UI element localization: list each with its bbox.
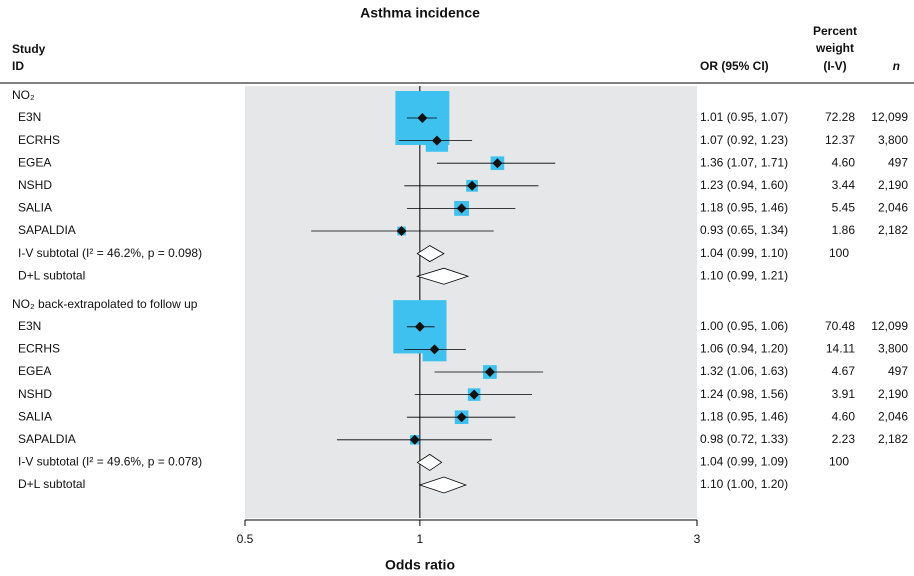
weight-label: 72.28	[825, 110, 855, 124]
row-label: EGEA	[18, 364, 51, 378]
point-estimate	[429, 344, 440, 355]
row-label: SAPALDIA	[18, 223, 76, 237]
weight-label: 3.91	[832, 387, 856, 401]
weight-label: 4.67	[832, 364, 856, 378]
weight-label: 4.60	[832, 409, 856, 423]
subtotal-diamond	[415, 267, 470, 285]
header: Percent	[813, 24, 857, 38]
x-tick-label: 0.5	[237, 532, 254, 546]
point-estimate	[456, 203, 467, 214]
point-estimate	[414, 321, 425, 332]
row-label: ECRHS	[18, 342, 60, 356]
row-label: EGEA	[18, 155, 51, 169]
subtotal-diamond	[416, 245, 445, 263]
group-label: NO₂	[12, 88, 35, 102]
header: OR (95% CI)	[700, 59, 769, 73]
row-label: NSHD	[18, 178, 52, 192]
x-tick-label: 1	[417, 532, 424, 546]
ci-label: 1.32 (1.06, 1.63)	[700, 364, 788, 378]
n-label: 12,099	[871, 110, 908, 124]
row-label: SALIA	[18, 201, 52, 215]
ci-label: 1.36 (1.07, 1.71)	[700, 155, 788, 169]
point-estimate	[469, 389, 480, 400]
ci-label: 1.06 (0.94, 1.20)	[700, 342, 788, 356]
n-label: 12,099	[871, 319, 908, 333]
point-estimate	[409, 434, 420, 445]
header: weight	[815, 41, 854, 55]
n-label: 2,046	[878, 409, 908, 423]
point-estimate	[492, 158, 503, 169]
ci-label: 1.24 (0.98, 1.56)	[700, 387, 788, 401]
n-label: 3,800	[878, 342, 908, 356]
weight-label: 2.23	[832, 432, 856, 446]
row-label: D+L subtotal	[18, 477, 85, 491]
weight-label: 14.11	[826, 342, 855, 356]
n-label: 2,190	[878, 387, 908, 401]
row-label: E3N	[18, 319, 41, 333]
n-label: 2,182	[878, 223, 908, 237]
x-tick-label: 3	[694, 532, 701, 546]
row-label: E3N	[18, 110, 41, 124]
ci-label: 1.23 (0.94, 1.60)	[700, 178, 788, 192]
chart-title: Asthma incidence	[360, 5, 480, 21]
n-label: 2,046	[878, 201, 908, 215]
row-label: SALIA	[18, 409, 52, 423]
ci-label: 1.00 (0.95, 1.06)	[700, 319, 788, 333]
point-estimate	[431, 135, 442, 146]
ci-label: 0.98 (0.72, 1.33)	[700, 432, 788, 446]
ci-label: 0.93 (0.65, 1.34)	[700, 223, 788, 237]
ci-label: 1.18 (0.95, 1.46)	[700, 201, 788, 215]
point-estimate	[417, 113, 428, 123]
ci-label: 1.18 (0.95, 1.46)	[700, 409, 788, 423]
header: n	[893, 59, 900, 73]
subtotal-diamond	[418, 476, 468, 494]
weight-label: 3.44	[832, 178, 856, 192]
header: (I-V)	[823, 59, 846, 73]
weight-label: 12.37	[825, 133, 855, 147]
weight-label: 5.45	[832, 201, 856, 215]
point-estimate	[396, 226, 407, 236]
row-label: SAPALDIA	[18, 432, 76, 446]
n-label: 497	[888, 155, 908, 169]
point-estimate	[484, 367, 495, 377]
header: Study	[12, 42, 46, 56]
n-label: 2,182	[878, 432, 908, 446]
row-label: I-V subtotal (I² = 49.6%, p = 0.078)	[18, 455, 202, 469]
row-label: NSHD	[18, 387, 52, 401]
header: ID	[12, 59, 24, 73]
row-label: I-V subtotal (I² = 46.2%, p = 0.098)	[18, 246, 202, 260]
n-label: 3,800	[878, 133, 908, 147]
subtotal-diamond	[416, 453, 443, 471]
weight-label: 1.86	[832, 223, 856, 237]
ci-label: 1.01 (0.95, 1.07)	[700, 110, 788, 124]
row-label: ECRHS	[18, 133, 60, 147]
ci-label: 1.07 (0.92, 1.23)	[700, 133, 788, 147]
x-axis-label: Odds ratio	[385, 557, 455, 573]
n-label: 497	[888, 364, 908, 378]
row-label: D+L subtotal	[18, 268, 85, 282]
point-estimate	[467, 180, 478, 191]
ci-label: 1.10 (0.99, 1.21)	[700, 268, 788, 282]
group-label: NO₂ back-extrapolated to follow up	[12, 297, 198, 311]
plot-panel	[245, 86, 697, 518]
ci-label: 1.04 (0.99, 1.09)	[700, 455, 788, 469]
weight-label: 70.48	[825, 319, 855, 333]
ci-label: 1.10 (1.00, 1.20)	[700, 477, 788, 491]
point-estimate	[456, 412, 467, 423]
marks	[311, 86, 556, 518]
weight-label: 100	[829, 455, 849, 469]
weight-label: 100	[829, 246, 849, 260]
weight-label: 4.60	[832, 155, 856, 169]
n-label: 2,190	[878, 178, 908, 192]
ci-label: 1.04 (0.99, 1.10)	[700, 246, 788, 260]
